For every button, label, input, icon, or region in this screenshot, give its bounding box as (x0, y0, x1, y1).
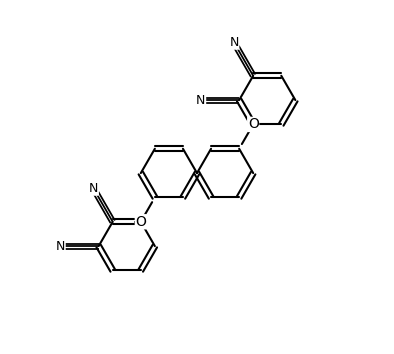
Text: O: O (136, 215, 146, 229)
Text: N: N (56, 240, 65, 253)
Text: O: O (248, 118, 258, 131)
Text: N: N (196, 93, 206, 107)
Text: N: N (229, 36, 239, 49)
Text: N: N (89, 182, 98, 195)
